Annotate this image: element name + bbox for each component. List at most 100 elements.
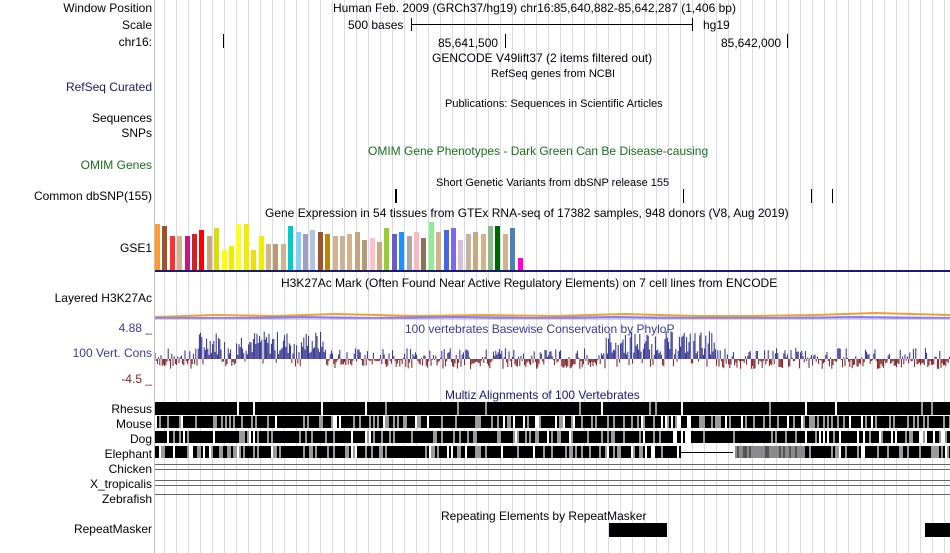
gtex-tissue-bar[interactable] <box>391 234 397 270</box>
gtex-tissue-bar[interactable] <box>258 236 264 270</box>
gtex-tissue-bar[interactable] <box>340 236 345 270</box>
alignment-block <box>253 446 255 458</box>
gtex-label[interactable]: GSE1 <box>119 241 152 255</box>
multiz-species-zebrafish[interactable]: Zebrafish <box>101 492 152 506</box>
multiz-row[interactable] <box>155 431 950 443</box>
gtex-tissue-bar[interactable] <box>206 236 212 270</box>
phylop-signal[interactable] <box>155 330 950 388</box>
h3k27ac-label[interactable]: Layered H3K27Ac <box>54 291 152 305</box>
h3k27ac-signal[interactable] <box>155 304 950 320</box>
gtex-tissue-bar[interactable] <box>502 234 508 270</box>
gtex-tissue-bar[interactable] <box>436 232 442 270</box>
multiz-row[interactable] <box>155 416 950 428</box>
gtex-tissue-bar[interactable] <box>325 234 331 270</box>
gtex-tissue-bar[interactable] <box>177 236 183 270</box>
gtex-tissue-bar[interactable] <box>162 226 168 270</box>
track-image[interactable]: Human Feb. 2009 (GRCh37/hg19) chr16:85,6… <box>155 0 950 553</box>
gtex-tissue-bar[interactable] <box>406 236 412 270</box>
alignment-block <box>275 402 277 415</box>
gtex-tissue-bar[interactable] <box>184 236 190 270</box>
gtex-tissue-bar[interactable] <box>473 232 479 270</box>
gtex-tissue-bar[interactable] <box>155 224 160 270</box>
gtex-tissue-bar[interactable] <box>421 238 427 270</box>
snp-marker[interactable] <box>832 189 833 203</box>
dbsnp-label[interactable]: Common dbSNP(155) <box>33 189 152 203</box>
gtex-tissue-bar[interactable] <box>443 230 449 270</box>
alignment-block <box>521 402 523 415</box>
gtex-tissue-bar[interactable] <box>317 232 323 270</box>
multiz-species-dog[interactable]: Dog <box>129 432 152 446</box>
multiz-species-mouse[interactable]: Mouse <box>115 417 152 431</box>
gtex-tissue-bar[interactable] <box>236 224 242 270</box>
gtex-tissue-bar[interactable] <box>510 228 516 270</box>
alignment-block <box>157 431 159 443</box>
gtex-tissue-bar[interactable] <box>362 240 368 270</box>
alignment-block <box>939 446 941 458</box>
gtex-tissue-bar[interactable] <box>273 244 279 270</box>
gtex-tissue-bar[interactable] <box>192 234 197 270</box>
gtex-tissue-bar[interactable] <box>465 234 471 270</box>
gtex-tissue-bar[interactable] <box>266 244 271 270</box>
multiz-species-chicken[interactable]: Chicken <box>108 462 152 476</box>
repeat-element[interactable] <box>925 523 950 537</box>
gtex-tissue-bar[interactable] <box>303 234 308 270</box>
gtex-bar-chart[interactable] <box>155 221 535 270</box>
omim-label[interactable]: OMIM Genes <box>80 158 152 172</box>
alignment-block <box>255 431 257 443</box>
alignment-block <box>225 446 227 458</box>
gtex-tissue-bar[interactable] <box>399 232 405 270</box>
gtex-tissue-bar[interactable] <box>354 232 360 270</box>
snp-marker[interactable] <box>811 189 812 203</box>
gtex-tissue-bar[interactable] <box>414 232 419 270</box>
alignment-block <box>283 446 285 458</box>
gtex-tissue-bar[interactable] <box>214 228 220 270</box>
gtex-tissue-bar[interactable] <box>229 246 234 270</box>
alignment-block <box>507 446 509 458</box>
gtex-tissue-bar[interactable] <box>458 240 464 270</box>
phylop-label[interactable]: 100 Vert. Cons <box>72 346 152 360</box>
alignment-block <box>433 416 435 428</box>
snps-label[interactable]: SNPs <box>121 126 152 140</box>
gtex-tissue-bar[interactable] <box>251 250 257 270</box>
gtex-tissue-bar[interactable] <box>377 242 382 270</box>
gtex-tissue-bar[interactable] <box>332 236 338 270</box>
gtex-tissue-bar[interactable] <box>451 228 456 270</box>
multiz-alignment[interactable] <box>155 402 950 502</box>
alignment-block <box>707 431 709 443</box>
refseq-label[interactable]: RefSeq Curated <box>65 80 152 94</box>
gtex-tissue-bar[interactable] <box>280 244 286 270</box>
gtex-tissue-bar[interactable] <box>243 224 249 270</box>
alignment-block <box>167 402 169 415</box>
gtex-tissue-bar[interactable] <box>169 236 175 270</box>
repeat-element[interactable] <box>609 523 667 537</box>
multiz-row[interactable] <box>155 446 950 458</box>
gtex-tissue-bar[interactable] <box>384 228 390 270</box>
gtex-tissue-bar[interactable] <box>347 234 353 270</box>
multiz-species-rhesus[interactable]: Rhesus <box>111 402 152 416</box>
alignment-block <box>687 416 689 428</box>
alignment-block <box>291 431 293 443</box>
snp-marker[interactable] <box>683 189 684 203</box>
repeatmasker-label[interactable]: RepeatMasker <box>73 522 152 536</box>
gtex-tissue-bar[interactable] <box>428 222 434 270</box>
gtex-tissue-bar[interactable] <box>288 226 294 270</box>
gtex-tissue-bar[interactable] <box>495 226 501 270</box>
alignment-block <box>761 431 763 443</box>
gtex-tissue-bar[interactable] <box>295 232 301 270</box>
alignment-block <box>913 446 915 458</box>
alignment-block <box>425 431 427 443</box>
gtex-tissue-bar[interactable] <box>221 250 227 270</box>
multiz-species-elephant[interactable]: Elephant <box>104 447 152 461</box>
alignment-block <box>163 402 165 415</box>
multiz-row[interactable] <box>155 402 950 415</box>
multiz-species-xtropicalis[interactable]: X_tropicalis <box>89 477 152 491</box>
snp-marker[interactable] <box>395 189 397 203</box>
alignment-block <box>411 402 413 415</box>
gtex-tissue-bar[interactable] <box>480 234 486 270</box>
gtex-tissue-bar[interactable] <box>488 226 493 270</box>
gtex-tissue-bar[interactable] <box>199 230 205 270</box>
gtex-tissue-bar[interactable] <box>369 238 375 270</box>
gtex-tissue-bar[interactable] <box>517 258 523 270</box>
gtex-tissue-bar[interactable] <box>310 230 316 270</box>
sequences-label[interactable]: Sequences <box>91 111 152 125</box>
